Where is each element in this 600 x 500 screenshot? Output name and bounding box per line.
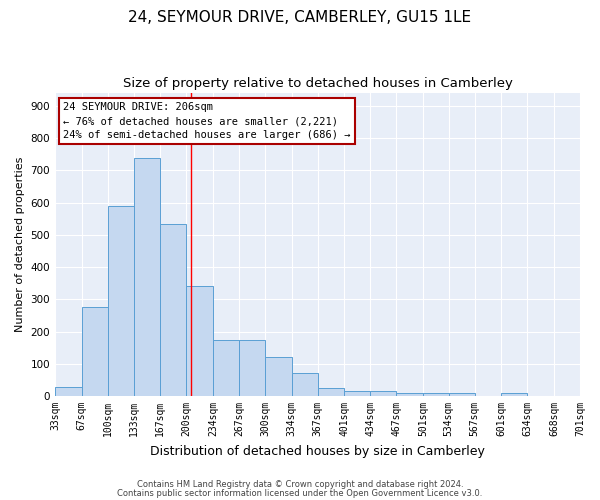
Bar — [82, 308, 107, 396]
Bar — [107, 206, 134, 396]
Bar — [423, 393, 449, 396]
Bar — [213, 340, 239, 396]
X-axis label: Distribution of detached houses by size in Camberley: Distribution of detached houses by size … — [150, 444, 485, 458]
Bar — [449, 393, 475, 396]
Text: 24, SEYMOUR DRIVE, CAMBERLEY, GU15 1LE: 24, SEYMOUR DRIVE, CAMBERLEY, GU15 1LE — [128, 10, 472, 25]
Bar — [502, 393, 527, 396]
Bar — [239, 340, 265, 396]
Bar — [134, 158, 160, 396]
Bar — [396, 393, 423, 396]
Y-axis label: Number of detached properties: Number of detached properties — [15, 157, 25, 332]
Bar — [160, 224, 186, 396]
Bar — [344, 391, 370, 396]
Title: Size of property relative to detached houses in Camberley: Size of property relative to detached ho… — [122, 78, 512, 90]
Text: Contains HM Land Registry data © Crown copyright and database right 2024.: Contains HM Land Registry data © Crown c… — [137, 480, 463, 489]
Bar — [186, 286, 213, 396]
Bar — [317, 388, 344, 396]
Bar — [292, 374, 317, 396]
Text: Contains public sector information licensed under the Open Government Licence v3: Contains public sector information licen… — [118, 488, 482, 498]
Text: 24 SEYMOUR DRIVE: 206sqm
← 76% of detached houses are smaller (2,221)
24% of sem: 24 SEYMOUR DRIVE: 206sqm ← 76% of detach… — [63, 102, 350, 140]
Bar — [55, 388, 82, 396]
Bar — [370, 391, 396, 396]
Bar — [265, 358, 292, 396]
